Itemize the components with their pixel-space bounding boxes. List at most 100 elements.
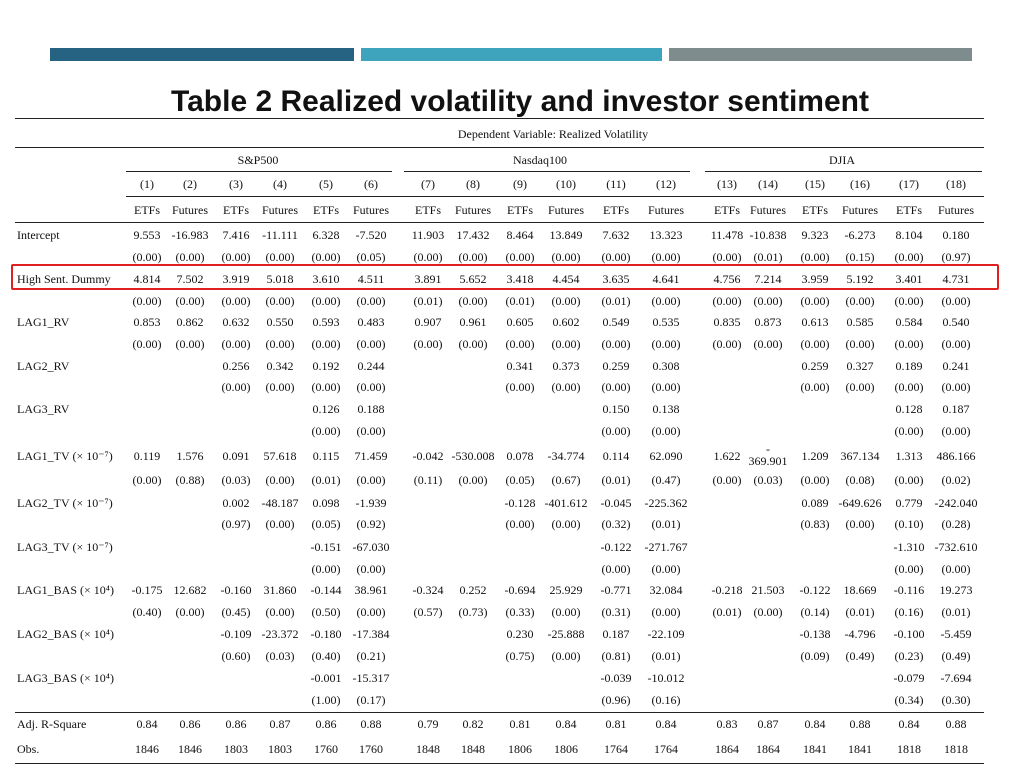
table-cell: (0.00) [175,337,205,351]
table-cell: (0.00) [894,562,924,576]
table-cell: (0.60) [221,649,251,663]
column-type: Futures [938,203,974,217]
column-type: Futures [353,203,389,217]
table-cell: (0.00) [712,473,742,487]
table-cell: -1.939 [355,496,387,510]
table-cell: (0.00) [356,562,386,576]
table-cell: (0.00) [221,337,251,351]
group-underline [404,171,690,172]
table-cell: 1764 [654,742,678,756]
table-cell: (0.00) [132,337,162,351]
table-cell: -530.008 [451,449,495,463]
table-cell: 0.259 [602,359,630,373]
table-cell: -0.122 [600,540,632,554]
table-cell: (0.00) [311,380,341,394]
table-cell: 0.602 [552,315,580,329]
table-cell: 0.138 [652,402,680,416]
table-cell: -0.100 [893,627,925,641]
table-cell: -0.218 [711,583,743,597]
table-cell: -242.040 [934,496,978,510]
table-cell: (0.00) [941,424,971,438]
table-top-rule [15,118,984,119]
table-cell: 3.418 [506,272,534,286]
table-cell: (0.00) [551,337,581,351]
group-underline [705,171,982,172]
column-type: Futures [648,203,684,217]
table-cell: 1764 [604,742,628,756]
table-cell: 0.86 [225,717,247,731]
table-cell: 4.511 [357,272,385,286]
table-cell: (0.40) [311,649,341,663]
column-type: Futures [548,203,584,217]
table-cell: (0.00) [505,380,535,394]
column-number: (3) [229,177,243,191]
table-cell: -1.310 [893,540,925,554]
table-cell: 9.323 [801,228,829,242]
table-cell: (0.00) [356,605,386,619]
table-cell: 0.88 [945,717,967,731]
table-cell: (0.09) [800,649,830,663]
table-cell: -0.175 [131,583,163,597]
table-cell: (0.00) [175,605,205,619]
column-number: (18) [946,177,966,191]
table-cell: (0.00) [651,562,681,576]
table-cell: 0.187 [942,402,970,416]
table-cell: 0.907 [414,315,442,329]
table-cell: (0.00) [413,337,443,351]
table-cell: 0.078 [506,449,534,463]
column-number: (11) [606,177,626,191]
column-type: Futures [262,203,298,217]
table-cell: (0.81) [601,649,631,663]
table-cell: -25.888 [547,627,585,641]
group-header: Nasdaq100 [513,153,567,167]
table-cell: (0.34) [894,693,924,707]
table-cell: (0.00) [221,380,251,394]
table-cell: 0.873 [754,315,782,329]
table-cell: 0.549 [602,315,630,329]
table-cell: (0.00) [458,294,488,308]
table-cell: -0.116 [893,583,925,597]
decorative-header-bars [50,48,972,61]
table-cell: 4.731 [942,272,970,286]
table-cell: 18.669 [843,583,877,597]
table-cell: 0.244 [357,359,385,373]
table-cell: (0.16) [894,605,924,619]
table-cell: (0.00) [551,649,581,663]
table-cell: -34.774 [547,449,585,463]
table-cell: 0.327 [846,359,874,373]
table-cell: -10.838 [749,228,787,242]
column-number: (15) [805,177,825,191]
table-cell: (0.00) [311,337,341,351]
table-cell: 13.849 [549,228,583,242]
row-label: LAG2_RV [17,359,70,373]
table-cell: (0.00) [311,562,341,576]
row-label: High Sent. Dummy [17,272,111,286]
table-cell: (0.00) [601,337,631,351]
table-cell: 0.187 [602,627,630,641]
table-cell: 0.002 [222,496,250,510]
table-cell: (0.00) [311,294,341,308]
table-cell: 0.585 [846,315,874,329]
column-number: (14) [758,177,778,191]
table-cell: 0.150 [602,402,630,416]
slide-title: Table 2 Realized volatility and investor… [171,85,869,118]
table-cell: (0.50) [311,605,341,619]
table-cell: -0.042 [412,449,444,463]
table-cell: (0.00) [265,605,295,619]
column-number: (4) [273,177,287,191]
table-cell: (0.28) [941,517,971,531]
group-underline [126,171,392,172]
table-cell: 13.323 [649,228,683,242]
table-cell: (0.00) [712,250,742,264]
table-cell: 0.613 [801,315,829,329]
table-cell: (0.00) [458,250,488,264]
table-cell: (0.00) [265,380,295,394]
table-cell: -0.180 [310,627,342,641]
table-cell: 0.853 [133,315,161,329]
table-cell: (0.92) [356,517,386,531]
table-cell: -7.694 [940,671,972,685]
table-cell: 1864 [756,742,780,756]
table-cell: (0.49) [845,649,875,663]
table-cell: (0.00) [894,250,924,264]
column-number: (2) [183,177,197,191]
